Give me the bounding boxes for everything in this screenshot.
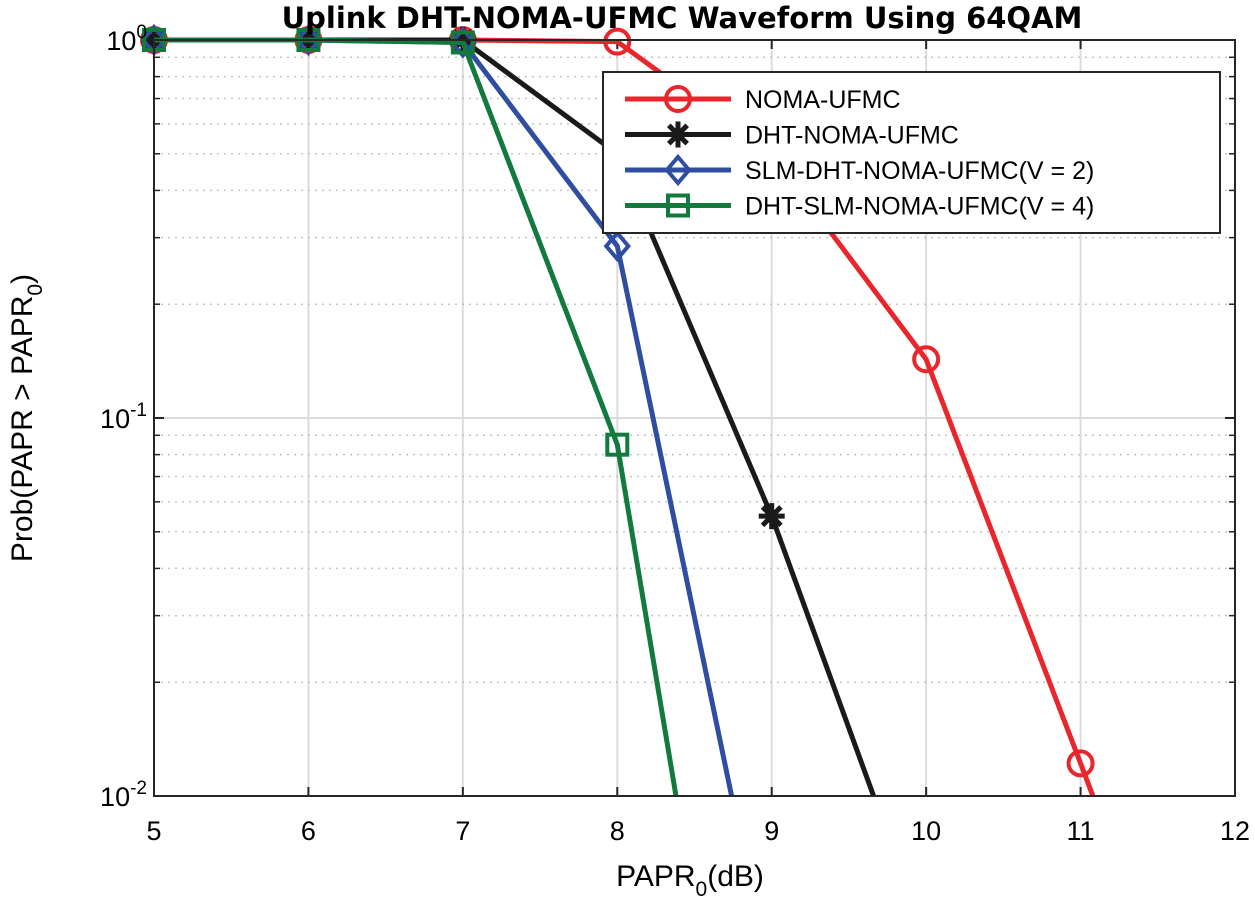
legend-label: SLM-DHT-NOMA-UFMC(V = 2) bbox=[745, 157, 1094, 185]
y-tick-label: 10-1 bbox=[100, 400, 147, 434]
x-tick-label: 7 bbox=[455, 816, 470, 846]
x-tick-label: 5 bbox=[146, 816, 161, 846]
y-tick-label-base: 10 bbox=[100, 404, 130, 434]
legend: NOMA-UFMC DHT-NOMA-UFMC SLM-DHT-NOMA-UFMC(… bbox=[602, 71, 1221, 234]
x-axis-label: PAPR0(dB) bbox=[616, 860, 764, 901]
y-tick-label-exponent: 0 bbox=[136, 22, 147, 43]
data-point-asterisk bbox=[758, 503, 785, 530]
y-tick-label-base: 10 bbox=[106, 26, 136, 56]
legend-label: DHT-SLM-NOMA-UFMC(V = 4) bbox=[745, 193, 1094, 221]
plot-frame bbox=[153, 39, 1236, 797]
legend-marker-diamond bbox=[664, 153, 692, 187]
data-point-circle bbox=[603, 27, 632, 56]
y-axis-label-main: Prob(PAPR > PAPR bbox=[6, 296, 39, 562]
y-tick-label-exponent: -2 bbox=[130, 778, 147, 799]
legend-marker-square bbox=[666, 193, 690, 218]
legend-marker-circle bbox=[664, 85, 692, 113]
legend-item: NOMA-UFMC bbox=[625, 85, 901, 114]
y-tick-label-exponent: -1 bbox=[130, 400, 147, 421]
data-point-circle bbox=[1066, 749, 1095, 778]
legend-item: DHT-SLM-NOMA-UFMC(V = 4) bbox=[625, 193, 1094, 221]
x-tick-label: 10 bbox=[911, 816, 941, 846]
data-point-circle bbox=[912, 345, 941, 374]
data-point-diamond bbox=[603, 229, 631, 263]
legend-marker-asterisk bbox=[665, 121, 691, 148]
data-point-square bbox=[450, 30, 475, 55]
y-tick-label: 100 bbox=[106, 22, 147, 56]
chart-title: Uplink DHT-NOMA-UFMC Waveform Using 64QA… bbox=[282, 1, 1083, 35]
data-point-diamond bbox=[294, 23, 323, 57]
y-axis-label: Prob(PAPR > PAPR0) bbox=[6, 274, 47, 562]
x-axis-label-subscript: 0 bbox=[696, 878, 708, 901]
data-point-diamond bbox=[449, 26, 477, 59]
x-tick-label: 6 bbox=[301, 816, 316, 846]
x-axis-label-main: PAPR bbox=[616, 860, 695, 893]
x-tick-label: 11 bbox=[1067, 816, 1095, 846]
y-tick-label-base: 10 bbox=[100, 782, 130, 812]
data-point-square bbox=[605, 432, 630, 457]
x-tick-label: 12 bbox=[1220, 816, 1250, 846]
legend-item: SLM-DHT-NOMA-UFMC(V = 2) bbox=[625, 153, 1094, 187]
y-tick-label: 10-2 bbox=[100, 778, 147, 812]
x-axis-label-rest: (dB) bbox=[707, 860, 764, 893]
y-axis-label-rest: ) bbox=[6, 274, 39, 284]
y-axis-label-subscript: 0 bbox=[24, 284, 47, 296]
x-tick-label: 8 bbox=[610, 816, 625, 846]
legend-label: NOMA-UFMC bbox=[745, 86, 901, 114]
legend-label: DHT-NOMA-UFMC bbox=[745, 122, 959, 150]
x-tick-label: 9 bbox=[764, 816, 779, 846]
legend-item: DHT-NOMA-UFMC bbox=[625, 121, 959, 150]
